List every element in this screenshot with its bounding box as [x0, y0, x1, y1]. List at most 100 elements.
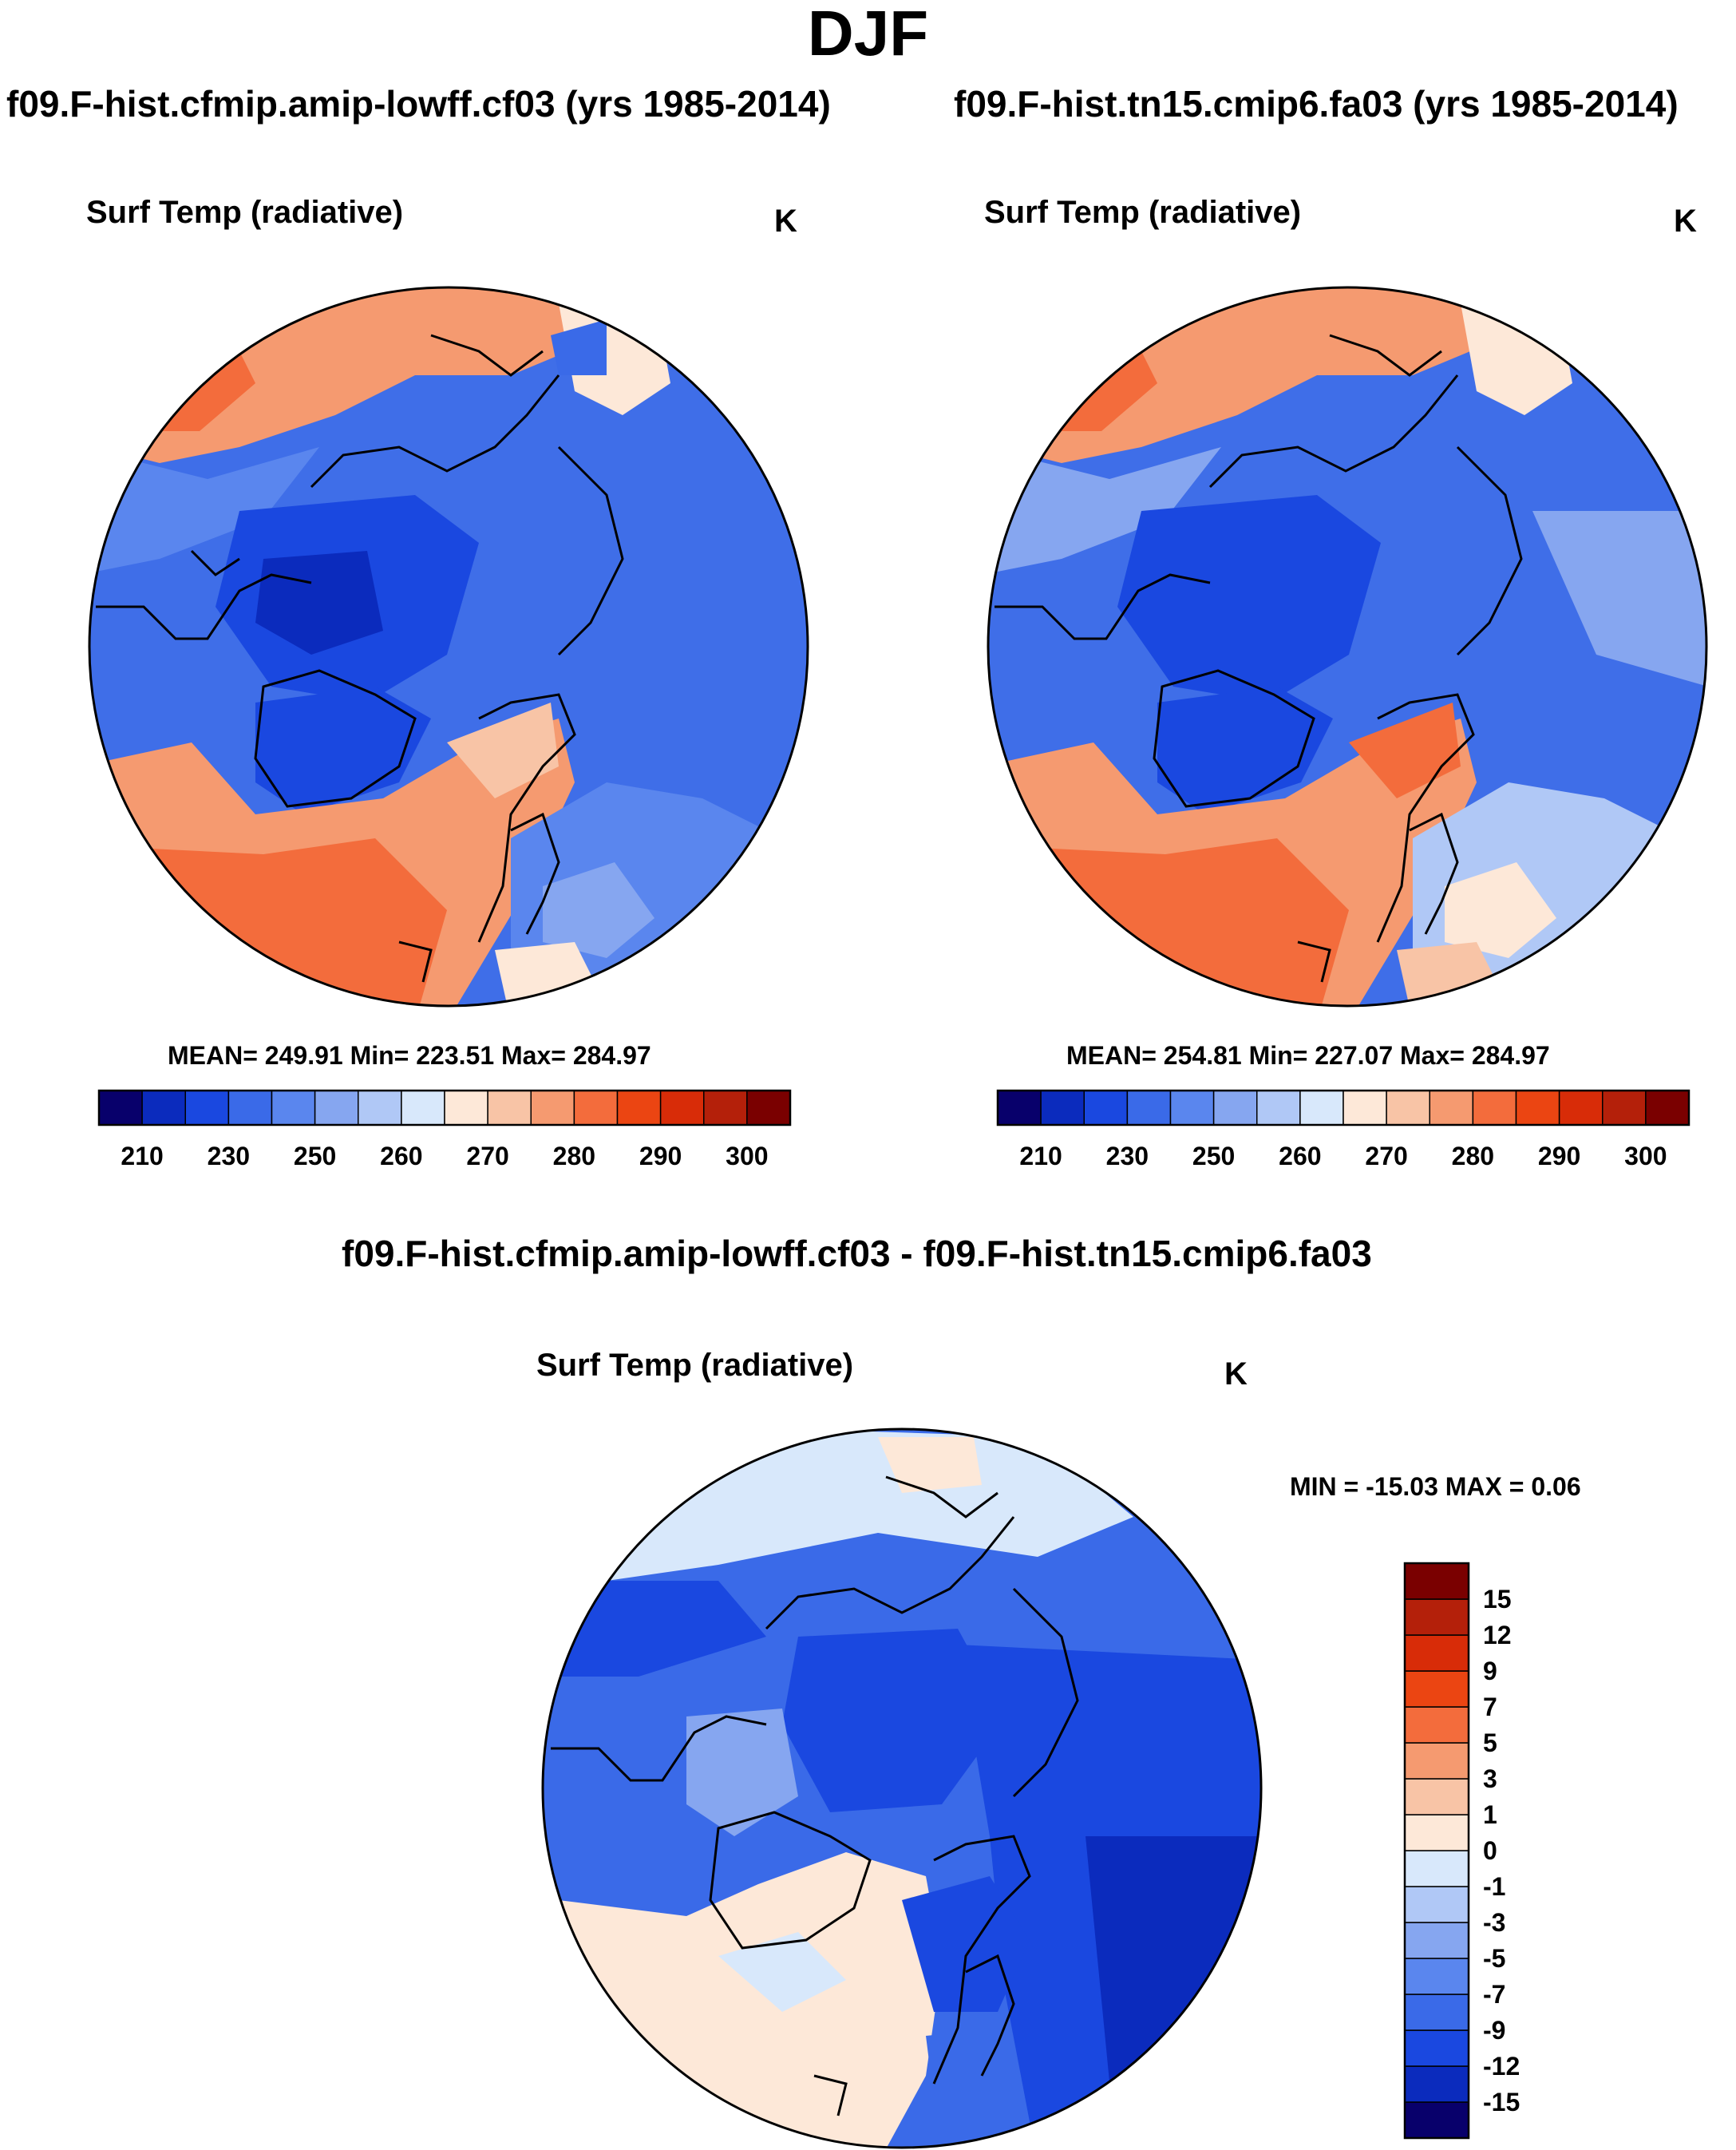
panel2-units-label: K [1674, 204, 1697, 239]
panel1-colorbar-box-3 [227, 1090, 273, 1126]
panel3-colorbar-box-14 [1404, 1598, 1469, 1636]
panel1-colorbar-tick-label: 270 [466, 1142, 508, 1170]
panel3-colorbar-tick-label: -7 [1483, 1980, 1505, 2009]
panel1-colorbar-box-13 [659, 1090, 705, 1126]
panel2-colorbar-box-3 [1126, 1090, 1172, 1126]
panel2-colorbar-frame [996, 1089, 1691, 1126]
panel1-model-title: f09.F-hist.cfmip.amip-lowff.cf03 (yrs 19… [6, 83, 831, 125]
figure-title: DJF [807, 0, 929, 69]
panel3-variable-label: Surf Temp (radiative) [536, 1348, 854, 1383]
panel2-colorbar-box-10 [1429, 1090, 1474, 1126]
panel2-colorbar-box-2 [1083, 1090, 1129, 1126]
panel1-colorbar-box-12 [616, 1090, 662, 1126]
panel2-colorbar: 210 230 250 260 270 280 290 300 [996, 1089, 1691, 1170]
panel2-colorbar-box-5 [1212, 1090, 1258, 1126]
panel3-colorbar-box-3 [1404, 1994, 1469, 2031]
panel1-colorbar-tick-label: 210 [121, 1142, 163, 1170]
panel1-colorbar-box-0 [98, 1090, 143, 1126]
panel1-colorbar-box-5 [314, 1090, 359, 1126]
panel2-colorbar-box-4 [1169, 1090, 1215, 1126]
panel1-colorbar-frame [97, 1089, 792, 1126]
panel3-colorbar-tick-label: 12 [1483, 1621, 1512, 1649]
panel2-colorbar-box-8 [1343, 1090, 1387, 1126]
panel3-colorbar-tick-label: -1 [1483, 1872, 1505, 1901]
panel1-colorbar-box-1 [141, 1090, 186, 1126]
panel3-colorbar-tick-label: -12 [1483, 2052, 1520, 2081]
panel3-colorbar-box-15 [1404, 1562, 1469, 1600]
panel2-model-title: f09.F-hist.tn15.cmip6.fa03 (yrs 1985-201… [954, 83, 1679, 125]
panel3-colorbar-box-7 [1404, 1850, 1469, 1887]
panel3-colorbar-tick-label: -5 [1483, 1944, 1505, 1973]
panel3-polar-map [541, 1427, 1263, 2149]
panel1-colorbar-box-14 [703, 1090, 748, 1126]
panel1-variable-label: Surf Temp (radiative) [86, 195, 404, 230]
panel2-colorbar-tick-label: 280 [1452, 1142, 1494, 1170]
panel1-colorbar: 210 230 250 260 270 280 290 300 [97, 1089, 792, 1170]
panel3-colorbar-box-13 [1404, 1634, 1469, 1672]
panel1-colorbar-tick-label: 290 [639, 1142, 682, 1170]
panel3-colorbar-box-5 [1404, 1922, 1469, 1959]
panel2-colorbar-box-1 [1040, 1090, 1085, 1126]
panel3-colorbar-tick-label: 0 [1483, 1836, 1497, 1865]
panel3-colorbar-tick-label: -15 [1483, 2088, 1520, 2116]
panel1-colorbar-tick-label: 250 [294, 1142, 336, 1170]
panel1-polar-map [88, 286, 809, 1008]
panel1-colorbar-box-10 [530, 1090, 575, 1126]
panel2-variable-label: Surf Temp (radiative) [984, 195, 1302, 230]
panel2-colorbar-tick-label: 300 [1624, 1142, 1667, 1170]
panel3-colorbar-box-2 [1404, 2029, 1469, 2067]
panel3-colorbar-tick-label: 9 [1483, 1657, 1497, 1685]
panel1-colorbar-box-4 [271, 1090, 316, 1126]
panel1-units-label: K [774, 204, 797, 239]
panel2-colorbar-box-6 [1256, 1090, 1301, 1126]
panel3-model-title: f09.F-hist.cfmip.amip-lowff.cf03 - f09.F… [342, 1233, 1372, 1274]
panel1-colorbar-box-2 [184, 1090, 230, 1126]
panel2-colorbar-box-15 [1645, 1090, 1690, 1126]
panel2-colorbar-tick-label: 270 [1365, 1142, 1407, 1170]
panel1-colorbar-box-6 [358, 1090, 402, 1126]
panel3-colorbar-box-4 [1404, 1958, 1469, 1995]
panel2-colorbar-tick-label: 290 [1538, 1142, 1580, 1170]
panel3-colorbar-box-9 [1404, 1778, 1469, 1815]
panel3-colorbar-box-0 [1404, 2101, 1469, 2139]
panel3-colorbar-tick-label: 3 [1483, 1764, 1497, 1793]
panel1-colorbar-tick-label: 300 [726, 1142, 768, 1170]
panel3-colorbar-tick-label: 1 [1483, 1800, 1497, 1829]
panel3-colorbar-box-1 [1404, 2065, 1469, 2103]
panel1-colorbar-tick-label: 260 [380, 1142, 422, 1170]
panel2-colorbar-tick-label: 230 [1106, 1142, 1149, 1170]
panel3-colorbar-tick-label: -9 [1483, 2016, 1505, 2045]
panel1-colorbar-box-7 [401, 1090, 445, 1126]
panel1-stats: MEAN= 249.91 Min= 223.51 Max= 284.97 [168, 1041, 651, 1070]
panel2-colorbar-box-9 [1386, 1090, 1430, 1126]
panel3-colorbar-box-12 [1404, 1670, 1469, 1708]
panel3-colorbar-box-8 [1404, 1814, 1469, 1851]
panel2-colorbar-box-13 [1558, 1090, 1604, 1126]
panel3-colorbar-box-10 [1404, 1742, 1469, 1780]
panel3-colorbar-box-11 [1404, 1706, 1469, 1744]
panel2-stats: MEAN= 254.81 Min= 227.07 Max= 284.97 [1066, 1041, 1550, 1070]
panel2-colorbar-tick-label: 250 [1192, 1142, 1235, 1170]
panel2-colorbar-tick-label: 210 [1019, 1142, 1062, 1170]
panel3-colorbar-tick-label: 15 [1483, 1585, 1512, 1613]
panel2-colorbar-box-7 [1299, 1090, 1344, 1126]
panel3-colorbar: 15 12 9 7 5 3 1 0 -1 -3 -5 -7 -9 -12 -15 [1403, 1562, 1520, 2140]
panel3-colorbar-tick-label: 5 [1483, 1728, 1497, 1757]
panel3-colorbar-frame [1403, 1562, 1470, 2140]
panel1-colorbar-box-9 [487, 1090, 532, 1126]
panel3-colorbar-tick-label: -3 [1483, 1908, 1505, 1937]
panel3-stats: MIN = -15.03 MAX = 0.06 [1290, 1472, 1581, 1501]
panel2-colorbar-box-14 [1602, 1090, 1647, 1126]
panel3-colorbar-box-6 [1404, 1886, 1469, 1923]
panel2-colorbar-tick-label: 260 [1279, 1142, 1321, 1170]
panel1-colorbar-tick-label: 230 [208, 1142, 250, 1170]
panel3-colorbar-tick-label: 7 [1483, 1693, 1497, 1721]
panel3-units-label: K [1224, 1356, 1248, 1392]
panel2-colorbar-box-0 [997, 1090, 1042, 1126]
panel1-colorbar-box-15 [746, 1090, 791, 1126]
panel1-colorbar-tick-label: 280 [553, 1142, 595, 1170]
panel2-colorbar-box-12 [1515, 1090, 1560, 1126]
panel2-colorbar-box-11 [1472, 1090, 1517, 1126]
panel1-colorbar-box-11 [573, 1090, 619, 1126]
